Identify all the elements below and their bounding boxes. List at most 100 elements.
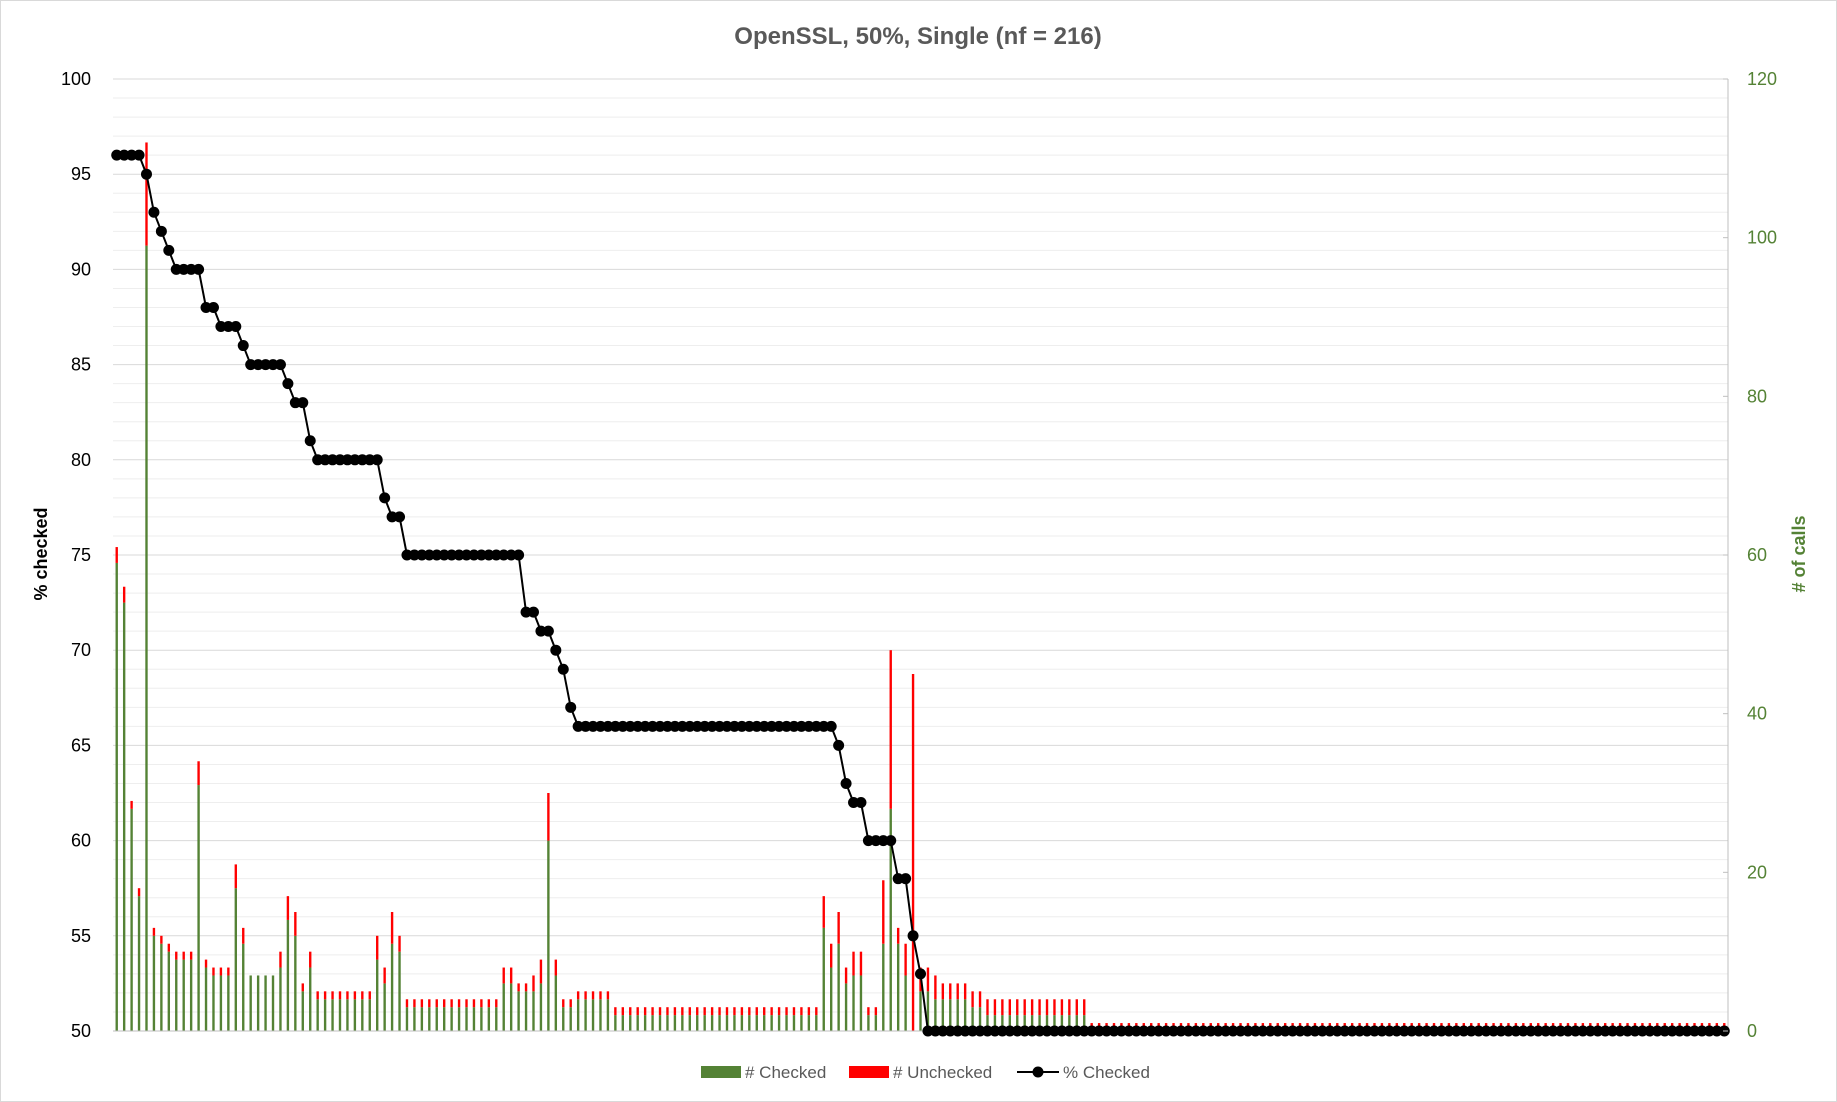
bar-checked	[748, 1015, 751, 1031]
bar-unchecked	[450, 999, 453, 1008]
bar-checked	[435, 1007, 438, 1031]
bar-checked	[859, 975, 863, 1031]
bar-unchecked	[413, 999, 416, 1008]
bar-checked	[673, 1015, 677, 1031]
pct-point	[557, 663, 569, 675]
pct-point	[133, 149, 145, 161]
bar-checked	[279, 967, 282, 1031]
bar-unchecked	[212, 967, 215, 976]
pct-point	[193, 263, 205, 275]
bar-unchecked	[725, 1007, 729, 1016]
y2-tick-label: 60	[1747, 545, 1767, 565]
bar-unchecked	[911, 674, 915, 1031]
bar-unchecked	[1060, 999, 1064, 1016]
bar-checked	[896, 943, 900, 1031]
bar-unchecked	[852, 951, 855, 976]
pct-point	[304, 435, 316, 447]
bar-checked	[271, 975, 275, 1031]
bar-checked	[301, 991, 304, 1031]
pct-point	[840, 777, 852, 789]
bar-unchecked	[666, 1007, 669, 1016]
bar-checked	[1030, 1015, 1034, 1031]
bar-unchecked	[316, 991, 319, 1000]
bar-unchecked	[978, 991, 982, 1008]
bar-checked	[547, 840, 550, 1031]
bar-unchecked	[792, 1007, 796, 1016]
y2-tick-label: 20	[1747, 862, 1767, 882]
bar-unchecked	[539, 959, 543, 984]
bar-checked	[904, 975, 907, 1031]
bar-unchecked	[606, 991, 610, 1000]
bar-unchecked	[428, 999, 431, 1008]
bar-unchecked	[629, 1007, 632, 1016]
bar-checked	[971, 1007, 974, 1031]
bar-checked	[718, 1015, 721, 1031]
bar-checked	[160, 943, 163, 1031]
bar-unchecked	[584, 991, 587, 1000]
bar-checked	[1008, 1015, 1011, 1031]
bar-checked	[227, 975, 230, 1031]
bar-checked	[122, 602, 126, 1031]
bar-unchecked	[956, 983, 959, 1000]
bar-unchecked	[658, 1007, 662, 1016]
bar-unchecked	[301, 983, 304, 992]
bar-checked	[740, 1015, 744, 1031]
bar-unchecked	[949, 983, 952, 1000]
bar-checked	[986, 1015, 989, 1031]
bar-unchecked	[442, 999, 446, 1008]
bar-unchecked	[993, 999, 997, 1016]
pct-point	[915, 968, 926, 980]
bar-checked	[710, 1015, 714, 1031]
bar-checked	[792, 1015, 796, 1031]
bar-unchecked	[1030, 999, 1034, 1016]
bar-unchecked	[777, 1007, 781, 1016]
legend-swatch-checked	[701, 1066, 741, 1078]
bar-checked	[376, 959, 379, 1031]
bar-checked	[413, 1007, 416, 1031]
bar-checked	[368, 999, 371, 1031]
y-tick-label: 60	[71, 831, 91, 851]
bar-unchecked	[487, 999, 491, 1008]
bar-checked	[517, 991, 520, 1031]
bar-checked	[1023, 1015, 1026, 1031]
bar-checked	[145, 245, 148, 1032]
bar-unchecked	[524, 983, 528, 992]
pct-point	[163, 244, 175, 256]
bar-unchecked	[614, 1007, 617, 1016]
bar-checked	[941, 999, 945, 1031]
bar-unchecked	[405, 999, 409, 1008]
pct-point	[230, 321, 242, 333]
bar-checked	[919, 991, 922, 1031]
bar-unchecked	[770, 1007, 773, 1016]
bar-checked	[1038, 1015, 1041, 1031]
bar-unchecked	[346, 991, 349, 1000]
bar-checked	[204, 967, 208, 1031]
bar-unchecked	[755, 1007, 758, 1016]
bar-unchecked	[398, 935, 401, 952]
bar-unchecked	[390, 912, 394, 944]
bar-unchecked	[807, 1007, 811, 1016]
bar-unchecked	[242, 927, 245, 944]
bar-checked	[658, 1015, 662, 1031]
bar-unchecked	[643, 1007, 647, 1016]
bar-checked	[867, 1015, 870, 1031]
bar-checked	[316, 999, 319, 1031]
pct-point	[155, 225, 167, 237]
bar-checked	[234, 888, 237, 1031]
bar-unchecked	[361, 991, 364, 1000]
bar-checked	[926, 991, 930, 1031]
bar-unchecked	[621, 1007, 624, 1016]
pct-point	[542, 625, 554, 637]
bar-checked	[294, 935, 297, 1031]
bar-unchecked	[904, 943, 907, 976]
bar-unchecked	[435, 999, 438, 1008]
pct-point	[148, 206, 160, 218]
bar-checked	[815, 1015, 818, 1031]
legend-label-checked: # Checked	[745, 1063, 826, 1082]
bar-unchecked	[420, 999, 424, 1008]
bar-unchecked	[688, 1007, 691, 1016]
bar-checked	[249, 975, 252, 1031]
bar-unchecked	[167, 943, 171, 952]
